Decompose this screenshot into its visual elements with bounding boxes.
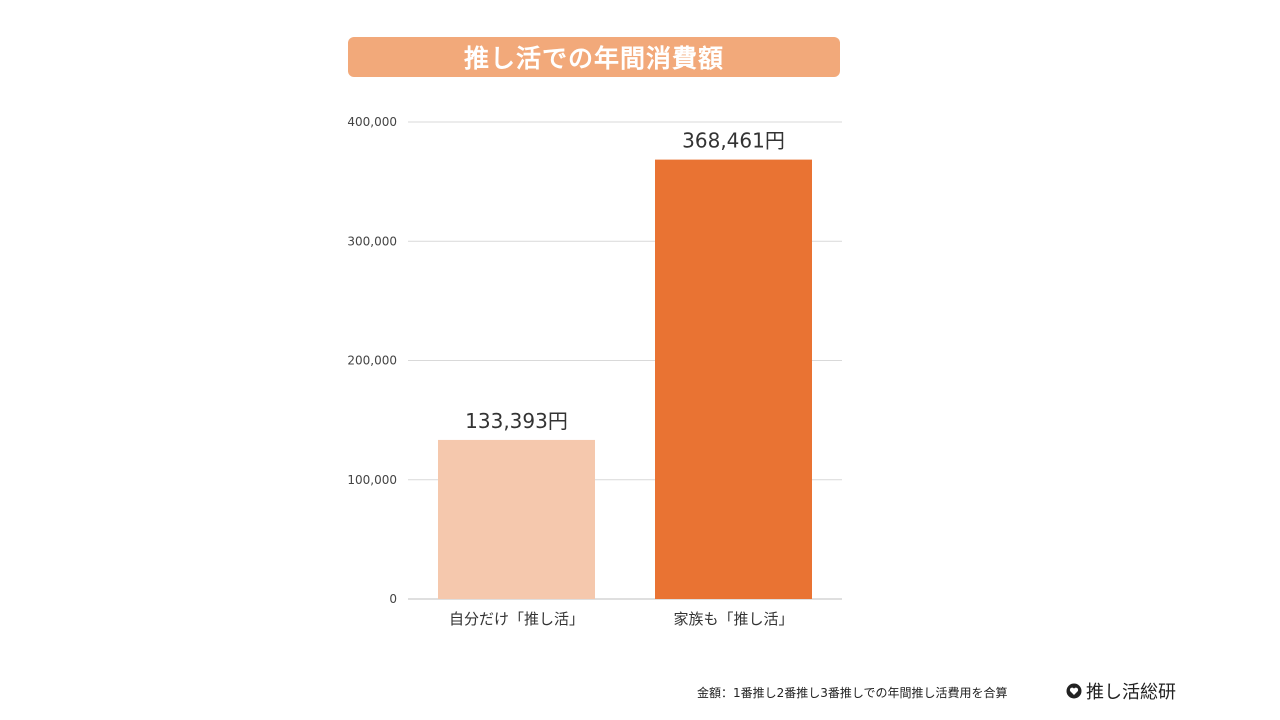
x-tick-label: 自分だけ「推し活」 bbox=[449, 610, 584, 628]
brand-logo: 推し活総研 bbox=[1066, 678, 1176, 704]
x-tick-label: 家族も「推し活」 bbox=[673, 610, 793, 628]
chart-title-banner: 推し活での年間消費額 bbox=[348, 37, 840, 77]
y-tick-label: 200,000 bbox=[347, 354, 397, 368]
heart-icon bbox=[1066, 683, 1082, 699]
bar bbox=[438, 439, 595, 599]
bar bbox=[655, 159, 812, 599]
y-tick-label: 400,000 bbox=[347, 115, 397, 129]
y-tick-label: 0 bbox=[389, 592, 397, 606]
y-tick-label: 300,000 bbox=[347, 234, 397, 248]
data-label: 368,461円 bbox=[682, 129, 785, 153]
data-label: 133,393円 bbox=[465, 409, 568, 433]
footer-note: 金額：1番推し2番推し3番推しでの年間推し活費用を合算 bbox=[697, 686, 1008, 700]
logo-text: 推し活総研 bbox=[1086, 682, 1176, 703]
y-tick-label: 100,000 bbox=[347, 473, 397, 487]
chart-title: 推し活での年間消費額 bbox=[463, 44, 724, 73]
